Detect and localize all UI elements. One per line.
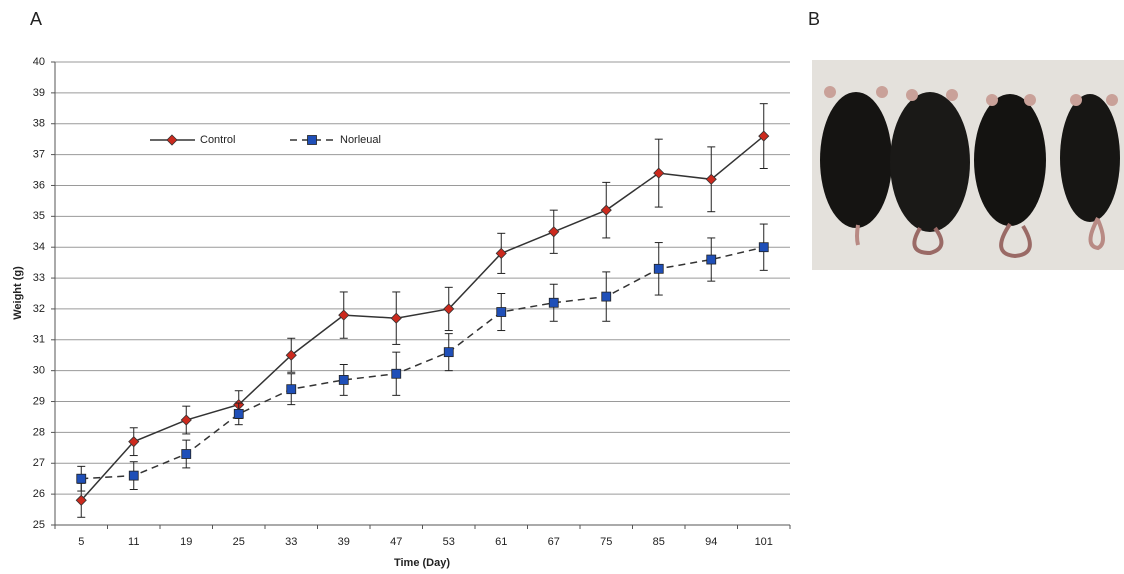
marker (390, 312, 402, 324)
y-tick-label: 40 (33, 56, 45, 68)
marker (391, 368, 402, 379)
y-tick-label: 32 (33, 303, 45, 315)
marker (338, 309, 350, 321)
x-tick-label: 47 (390, 536, 402, 548)
series-line (81, 246, 764, 480)
marker (443, 303, 455, 315)
marker (285, 349, 297, 361)
x-tick-label: 94 (705, 536, 717, 548)
marker (495, 247, 507, 259)
marker (128, 436, 140, 448)
marker (128, 470, 139, 481)
marker (705, 173, 717, 185)
legend-label: Norleual (340, 134, 381, 146)
marker (758, 130, 770, 142)
marker (706, 254, 717, 265)
marker (548, 226, 560, 238)
y-tick-label: 35 (33, 210, 45, 222)
marker (443, 347, 454, 358)
marker (181, 449, 192, 459)
marker (76, 473, 87, 484)
y-tick-label: 33 (33, 272, 45, 284)
x-tick-label: 19 (180, 536, 192, 548)
legend-marker (307, 135, 317, 145)
marker (653, 167, 665, 179)
marker (758, 242, 769, 253)
panel-label: B (808, 9, 820, 29)
x-tick-label: 53 (443, 536, 455, 548)
y-tick-label: 30 (33, 365, 45, 377)
y-tick-label: 25 (33, 519, 45, 531)
y-tick-label: 37 (33, 149, 45, 161)
y-tick-label: 38 (33, 118, 45, 130)
y-tick-label: 28 (33, 426, 45, 438)
x-tick-label: 75 (600, 536, 612, 548)
x-tick-label: 33 (285, 536, 297, 548)
x-tick-label: 39 (338, 536, 350, 548)
marker (600, 204, 612, 216)
legend-label: Control (200, 134, 235, 146)
marker (180, 414, 192, 426)
marker (653, 263, 664, 274)
marker (286, 384, 297, 395)
x-tick-label: 25 (233, 536, 245, 548)
legend-marker (166, 134, 178, 146)
series-line (80, 135, 765, 501)
x-tick-label: 5 (78, 536, 84, 548)
marker (338, 375, 349, 385)
x-tick-label: 61 (495, 536, 507, 548)
y-tick-label: 39 (33, 87, 45, 99)
marker (496, 307, 507, 317)
marker (233, 408, 244, 419)
y-tick-label: 34 (33, 241, 45, 253)
marker (601, 291, 612, 302)
y-tick-label: 29 (33, 395, 45, 407)
panel-label: A (30, 9, 42, 29)
y-tick-label: 27 (33, 457, 45, 469)
y-axis-title: Weight (g) (12, 266, 24, 320)
x-tick-label: 67 (548, 536, 560, 548)
marker (75, 494, 87, 506)
x-axis-title: Time (Day) (394, 557, 450, 569)
y-tick-label: 36 (33, 179, 45, 191)
y-tick-label: 26 (33, 488, 45, 500)
y-tick-label: 31 (33, 334, 45, 346)
x-tick-label: 85 (653, 536, 665, 548)
marker (548, 297, 559, 308)
x-tick-label: 11 (128, 536, 139, 548)
photo (812, 60, 1124, 270)
x-tick-label: 101 (755, 536, 773, 548)
